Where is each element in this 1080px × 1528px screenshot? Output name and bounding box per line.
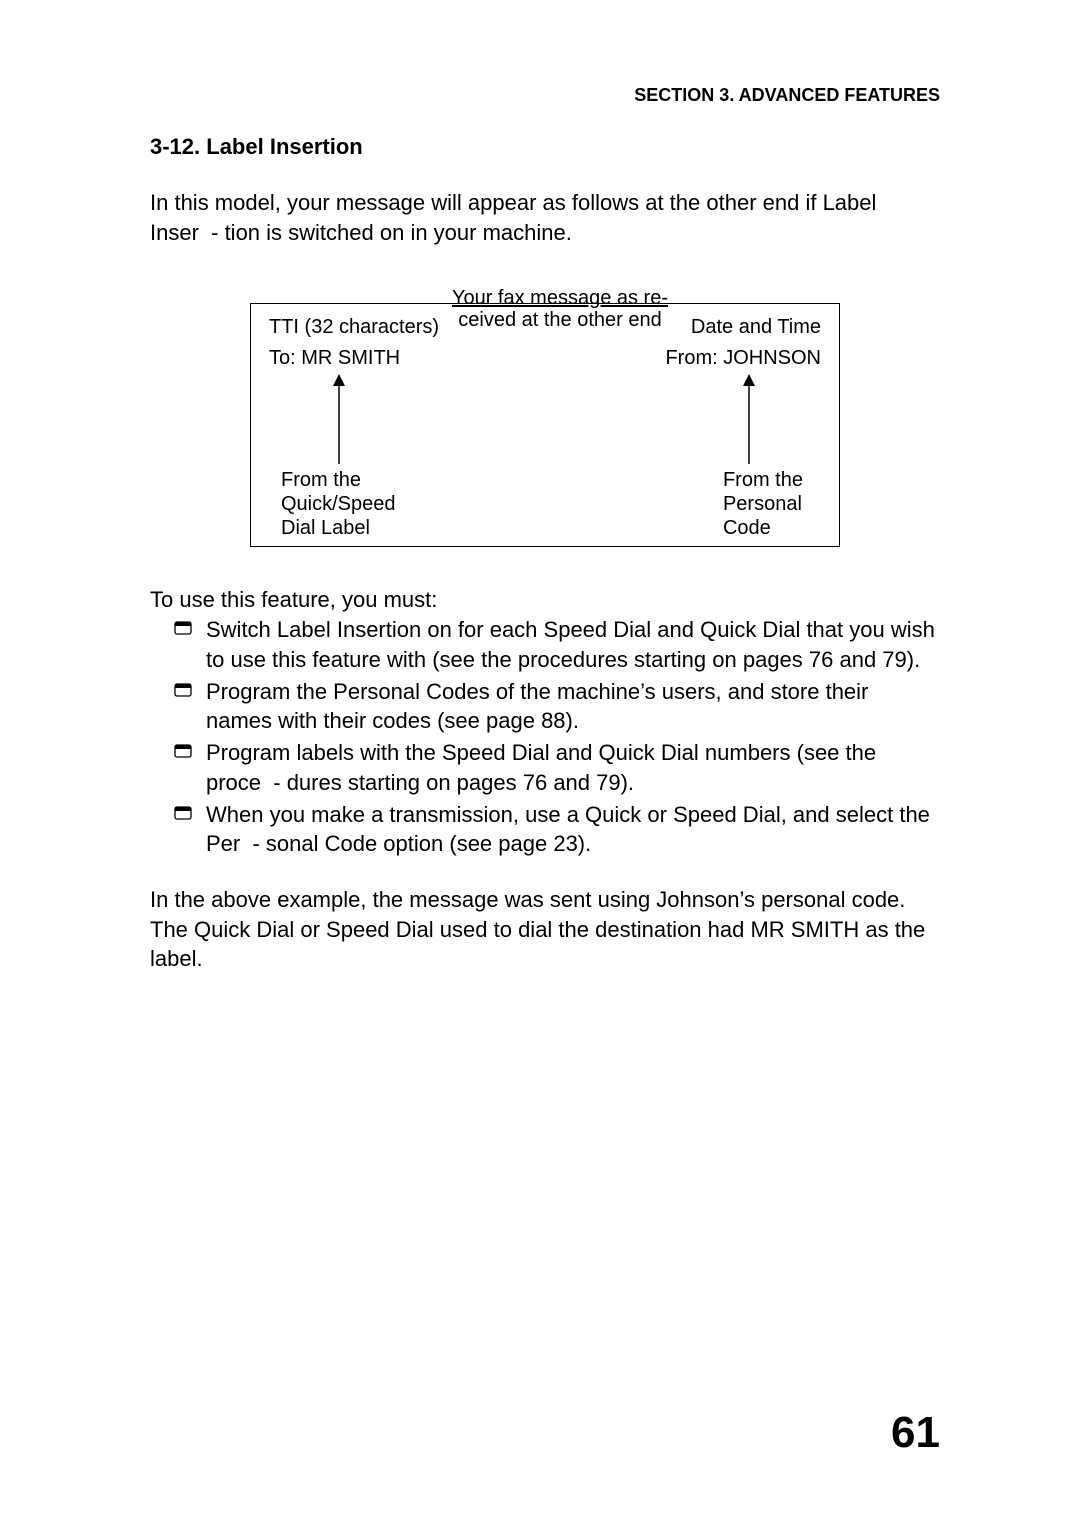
fax-row-2: To: MR SMITH From: JOHNSON: [269, 347, 821, 370]
diagram-container: Your fax message as re- ceived at the ot…: [150, 287, 940, 547]
list-item-text: Program the Personal Codes of the machin…: [206, 679, 868, 734]
fax-row-1: TTI (32 characters) Date and Time: [269, 316, 821, 339]
bullet-icon: [174, 744, 192, 758]
arrow-up-left-icon: [329, 374, 349, 464]
list-item-text: Switch Label Insertion on for each Speed…: [206, 617, 935, 672]
bullet-icon: [174, 806, 192, 820]
list-item: Program labels with the Speed Dial and Q…: [174, 738, 940, 797]
intro-paragraph: In this model, your message will appear …: [150, 188, 940, 247]
bl-left-l2: Quick/Speed: [281, 492, 396, 516]
list-item: When you make a transmission, use a Quic…: [174, 800, 940, 859]
list-item: Switch Label Insertion on for each Speed…: [174, 615, 940, 674]
arrow-up-right-icon: [739, 374, 759, 464]
bl-right-l2: Personal: [723, 492, 803, 516]
bl-right-l3: Code: [723, 516, 803, 540]
fax-diagram: Your fax message as re- ceived at the ot…: [250, 287, 840, 547]
bullet-icon: [174, 683, 192, 697]
diagram-bottom-labels: From the Quick/Speed Dial Label From the…: [269, 468, 821, 540]
arrow-area: [269, 374, 821, 464]
bottom-label-left: From the Quick/Speed Dial Label: [281, 468, 396, 540]
lead-text: To use this feature, you must:: [150, 587, 940, 613]
list-item-text: Program labels with the Speed Dial and Q…: [206, 740, 876, 795]
list-item: Program the Personal Codes of the machin…: [174, 677, 940, 736]
bl-left-l3: Dial Label: [281, 516, 396, 540]
to-label: To: MR SMITH: [269, 347, 400, 370]
fax-box: TTI (32 characters) Date and Time To: MR…: [250, 303, 840, 547]
from-label: From: JOHNSON: [665, 347, 821, 370]
date-time-label: Date and Time: [691, 316, 821, 339]
bl-right-l1: From the: [723, 468, 803, 492]
bullet-list: Switch Label Insertion on for each Speed…: [174, 615, 940, 859]
bottom-label-right: From the Personal Code: [723, 468, 803, 540]
closing-paragraph: In the above example, the message was se…: [150, 885, 940, 974]
tti-label: TTI (32 characters): [269, 316, 439, 339]
page-content: SECTION 3. ADVANCED FEATURES 3-12. Label…: [150, 85, 940, 974]
section-title: 3-12. Label Insertion: [150, 134, 940, 160]
bl-left-l1: From the: [281, 468, 396, 492]
bullet-icon: [174, 621, 192, 635]
page-number: 61: [891, 1408, 940, 1458]
list-item-text: When you make a transmission, use a Quic…: [206, 802, 930, 857]
section-header: SECTION 3. ADVANCED FEATURES: [150, 85, 940, 106]
